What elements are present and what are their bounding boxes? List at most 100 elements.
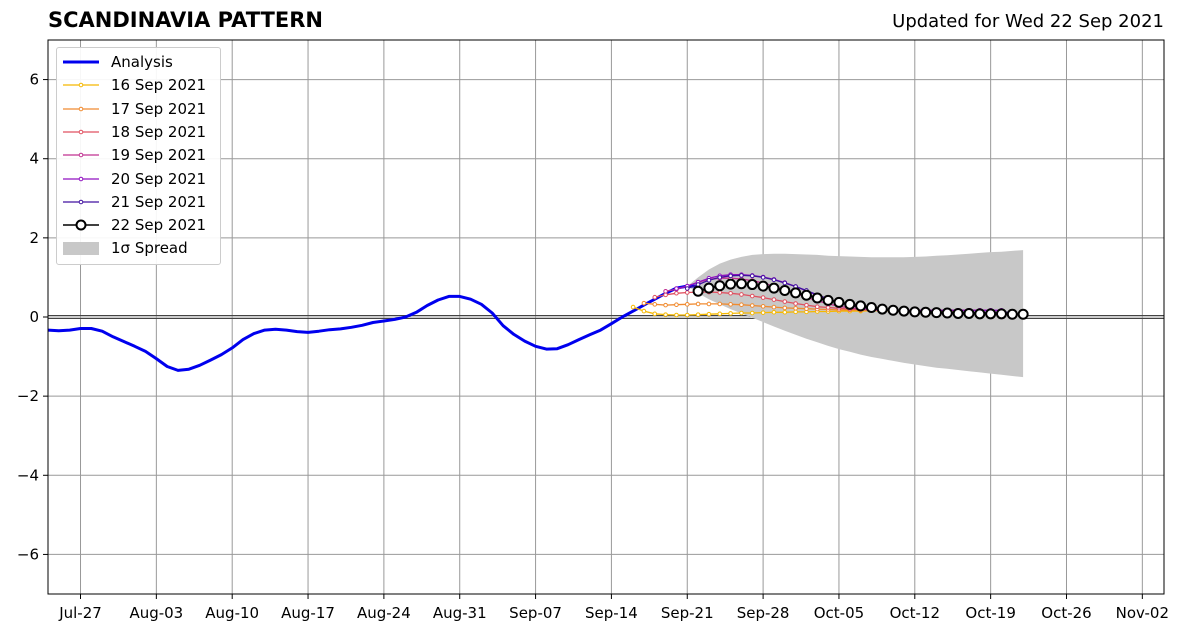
y-tick-label: 4	[29, 150, 39, 168]
x-tick-label: Aug-03	[129, 604, 183, 622]
x-tick-label: Jul-27	[58, 604, 102, 622]
legend-label: 16 Sep 2021	[111, 76, 207, 95]
forecast-point	[855, 300, 867, 312]
x-tick-label: Oct-19	[965, 604, 1015, 622]
forecast-point	[760, 310, 766, 315]
forecast-point	[684, 312, 690, 318]
forecast-point	[782, 280, 788, 286]
forecast-point	[800, 289, 812, 301]
x-tick-label: Aug-10	[205, 604, 259, 622]
forecast-point	[717, 301, 723, 307]
forecast-point	[814, 304, 820, 310]
forecast-point	[714, 280, 726, 292]
forecast-point	[663, 288, 668, 294]
forecast-point	[793, 309, 798, 315]
legend-swatch	[63, 106, 99, 111]
legend-label: 18 Sep 2021	[111, 122, 207, 141]
forecast-point	[768, 282, 780, 294]
legend-item: 22 Sep 2021	[63, 215, 218, 235]
forecast-point	[684, 302, 690, 307]
legend-item: 16 Sep 2021	[63, 75, 218, 95]
x-tick-label: Aug-31	[433, 604, 487, 622]
forecast-point	[790, 287, 802, 299]
series-markers	[630, 272, 1029, 320]
x-tick-label: Sep-28	[737, 604, 790, 622]
forecast-point	[674, 312, 679, 318]
forecast-point	[760, 295, 766, 300]
axes: Jul-27 Aug-03 Aug-10 Aug-17 Aug-24 Aug-31 Sep-…	[17, 39, 1169, 622]
legend-item: Analysis	[63, 52, 218, 72]
forecast-point	[746, 279, 758, 291]
forecast-point	[804, 306, 809, 311]
x-tick-label: Oct-26	[1041, 604, 1091, 622]
legend-swatch-marker	[78, 106, 84, 111]
legend-item: 20 Sep 2021	[63, 169, 218, 189]
forecast-point	[652, 311, 658, 317]
chart-subtitle: Updated for Wed 22 Sep 2021	[892, 11, 1164, 32]
legend-item: 19 Sep 2021	[63, 145, 218, 165]
forecast-point	[760, 304, 766, 309]
legend-swatch-marker	[78, 176, 84, 181]
forecast-point	[725, 278, 737, 290]
legend-item: 21 Sep 2021	[63, 192, 218, 212]
x-tick-label: Oct-05	[814, 604, 864, 622]
forecast-point	[974, 308, 986, 320]
forecast-point	[760, 275, 766, 280]
forecast-point	[952, 307, 964, 319]
forecast-point	[793, 301, 798, 306]
forecast-point	[844, 298, 856, 310]
forecast-point	[941, 307, 953, 319]
forecast-point	[695, 312, 701, 317]
forecast-point	[663, 312, 668, 317]
forecast-point	[739, 302, 744, 308]
legend-label: 22 Sep 2021	[111, 216, 207, 235]
forecast-point	[663, 292, 668, 298]
legend-label: Analysis	[111, 53, 173, 71]
forecast-point	[865, 302, 877, 314]
forecast-point	[739, 292, 744, 297]
forecast-point	[876, 303, 888, 315]
spread-band-area	[687, 250, 1024, 378]
legend-swatch	[63, 242, 99, 256]
forecast-point	[930, 307, 942, 319]
legend-swatch-marker	[78, 129, 84, 135]
legend-swatch	[63, 219, 99, 231]
forecast-point	[663, 302, 668, 308]
forecast-point	[920, 306, 932, 318]
forecast-point	[728, 311, 733, 316]
forecast-point	[735, 278, 747, 290]
forecast-point	[692, 285, 704, 297]
forecast-point	[749, 273, 755, 279]
forecast-point	[782, 305, 788, 311]
forecast-point	[641, 308, 647, 314]
legend-swatch-fill	[63, 242, 99, 256]
forecast-point	[703, 282, 715, 294]
legend-swatch	[63, 60, 99, 64]
forecast-point	[995, 308, 1007, 320]
x-tick-label: Sep-07	[509, 604, 562, 622]
forecast-point	[757, 280, 769, 292]
forecast-point	[833, 296, 845, 308]
x-tick-label: Oct-12	[890, 604, 940, 622]
analysis-line	[47, 284, 699, 372]
forecast-point	[909, 306, 921, 318]
x-tick-label: Sep-21	[661, 604, 714, 622]
legend-label: 20 Sep 2021	[111, 169, 207, 188]
forecast-point	[793, 305, 798, 311]
legend-item: 1σ Spread	[63, 238, 218, 258]
forecast-point	[985, 308, 997, 320]
forecast-point	[630, 304, 636, 310]
forecast-point	[749, 303, 755, 308]
forecast-point	[771, 304, 777, 310]
forecast-point	[825, 305, 831, 310]
x-tick-label: Sep-14	[585, 604, 638, 622]
y-tick-label: −2	[17, 387, 39, 405]
forecast-point	[695, 301, 701, 307]
plot-frame	[47, 39, 1165, 595]
forecast-point	[728, 302, 733, 307]
legend-swatch	[63, 129, 99, 135]
forecast-point	[652, 302, 658, 307]
legend-swatch-marker	[78, 152, 84, 158]
legend-label: 21 Sep 2021	[111, 192, 207, 211]
forecast-point	[779, 284, 791, 296]
